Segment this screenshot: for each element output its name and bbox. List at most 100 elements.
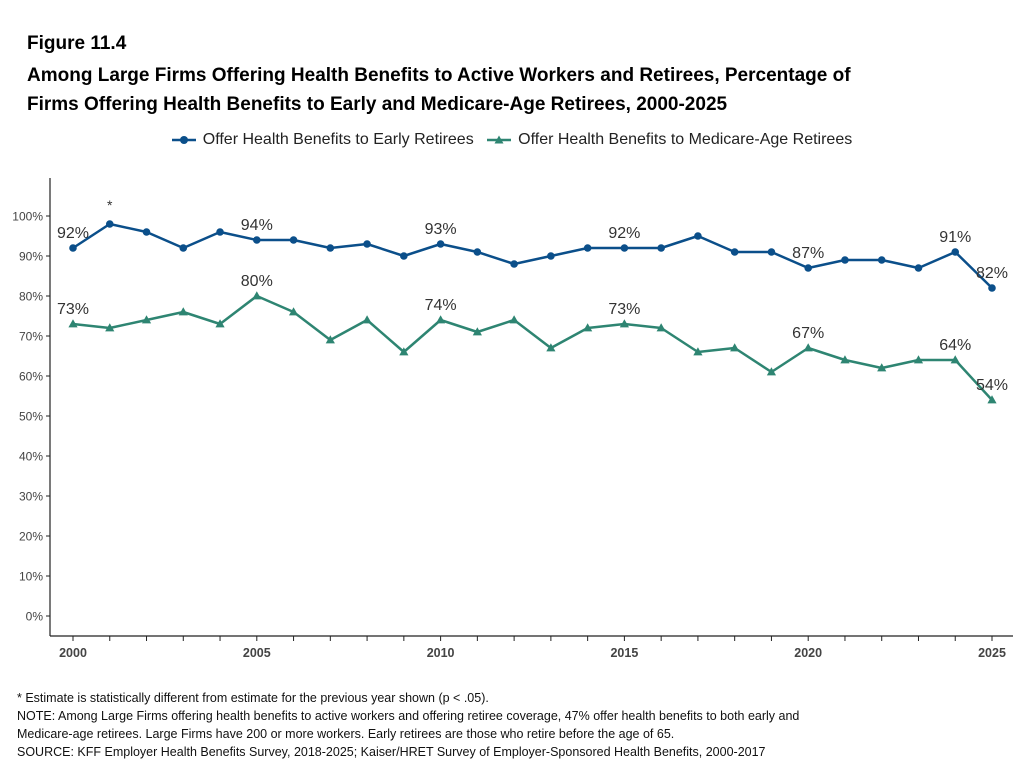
data-point <box>694 232 702 240</box>
data-point <box>583 244 592 252</box>
legend-line-circle-icon <box>171 136 196 144</box>
legend-line-triangle-icon <box>487 135 512 144</box>
data-point <box>913 355 924 364</box>
data-point <box>141 315 152 324</box>
y-tick-label: 40% <box>19 450 43 464</box>
data-point <box>546 343 556 352</box>
series-line-early-retirees <box>72 222 993 289</box>
data-point <box>766 367 777 376</box>
data-point <box>510 260 518 268</box>
chart-notes: * Estimate is statistically different fr… <box>17 689 1012 761</box>
data-point <box>619 319 629 328</box>
chart-title-line-2: Firms Offering Health Benefits to Early … <box>27 94 728 115</box>
data-label: 92% <box>608 225 640 242</box>
data-point <box>987 395 997 404</box>
data-point <box>693 347 703 356</box>
data-point <box>399 347 409 356</box>
data-point <box>730 343 740 352</box>
data-label: 73% <box>57 301 89 318</box>
data-point <box>877 363 887 372</box>
data-point <box>289 236 298 244</box>
data-point <box>178 307 188 316</box>
data-point <box>436 315 446 324</box>
y-tick-label: 20% <box>19 530 43 544</box>
series-line-medicare-retirees <box>72 294 993 401</box>
data-point <box>509 315 519 324</box>
data-point <box>877 256 886 264</box>
data-point <box>179 244 188 252</box>
data-point <box>252 236 261 244</box>
x-tick-label: 2010 <box>427 646 455 660</box>
figure-label: Figure 11.4 <box>27 33 127 54</box>
data-point <box>362 315 372 324</box>
x-tick-label: 2015 <box>610 646 638 660</box>
data-point <box>804 264 812 272</box>
data-label: 91% <box>939 229 971 246</box>
data-point <box>216 228 224 236</box>
data-point <box>767 248 776 256</box>
data-point <box>288 307 299 316</box>
x-tick-label: 2000 <box>59 646 87 660</box>
data-point <box>950 355 960 364</box>
x-tick-label: 2020 <box>794 646 822 660</box>
data-point <box>69 244 77 252</box>
data-point <box>215 319 225 328</box>
significance-note: * Estimate is statistically different fr… <box>17 691 489 705</box>
legend-item-early-retirees: Offer Health Benefits to Early Retirees <box>171 131 474 149</box>
data-label: 64% <box>939 337 971 354</box>
y-tick-label: 60% <box>19 370 43 384</box>
y-tick-label: 100% <box>12 210 43 224</box>
significance-asterisk: * <box>107 197 113 213</box>
data-point <box>988 284 996 292</box>
note-line-1: NOTE: Among Large Firms offering health … <box>17 709 800 723</box>
data-point <box>105 220 114 228</box>
chart-title: Among Large Firms Offering Health Benefi… <box>27 61 987 119</box>
data-point <box>914 264 923 272</box>
data-point <box>436 240 445 248</box>
x-tick-label: 2005 <box>243 646 271 660</box>
legend-item-medicare-retirees: Offer Health Benefits to Medicare-Age Re… <box>486 131 852 149</box>
y-tick-label: 30% <box>19 490 43 504</box>
y-tick-label: 80% <box>19 290 43 304</box>
chart-title-line-1: Among Large Firms Offering Health Benefi… <box>27 65 851 86</box>
data-point <box>325 335 335 344</box>
y-tick-label: 10% <box>19 570 43 584</box>
data-point <box>363 240 371 248</box>
data-point <box>620 244 629 252</box>
data-point <box>840 355 850 364</box>
data-label: 93% <box>425 221 457 238</box>
data-point <box>803 343 813 352</box>
data-point <box>730 248 739 256</box>
source-note: SOURCE: KFF Employer Health Benefits Sur… <box>17 745 766 759</box>
data-point <box>951 248 960 256</box>
y-tick-label: 50% <box>19 410 43 424</box>
data-point <box>547 252 555 260</box>
note-line-2: Medicare-age retirees. Large Firms have … <box>17 727 675 741</box>
data-point <box>142 228 151 236</box>
y-tick-label: 0% <box>26 610 44 624</box>
data-label: 74% <box>425 297 457 314</box>
legend-label-early-retirees: Offer Health Benefits to Early Retirees <box>202 131 474 148</box>
data-point <box>400 252 408 260</box>
x-tick-label: 2025 <box>978 646 1006 660</box>
data-point <box>656 323 666 332</box>
y-tick-label: 70% <box>19 330 43 344</box>
chart-legend: Offer Health Benefits to Early Retirees … <box>0 131 1023 149</box>
y-tick-label: 90% <box>19 250 43 264</box>
data-label: 94% <box>241 217 273 234</box>
data-point <box>68 319 78 328</box>
data-point <box>326 244 335 252</box>
data-label: 80% <box>241 273 273 290</box>
data-point <box>657 244 665 252</box>
data-label: 82% <box>976 265 1008 282</box>
data-point <box>473 248 482 256</box>
data-point <box>252 291 262 300</box>
legend-label-medicare-retirees: Offer Health Benefits to Medicare-Age Re… <box>518 131 853 148</box>
data-label: 54% <box>976 377 1008 394</box>
data-label: 92% <box>57 225 89 242</box>
data-label: 73% <box>608 301 640 318</box>
data-point <box>583 323 593 332</box>
line-chart: 0% 10% 20% 30% 40% 50% 60% 70% 80% 90% 100% 2000 200… <box>12 178 1013 660</box>
data-point <box>841 256 849 264</box>
data-point <box>105 323 115 332</box>
